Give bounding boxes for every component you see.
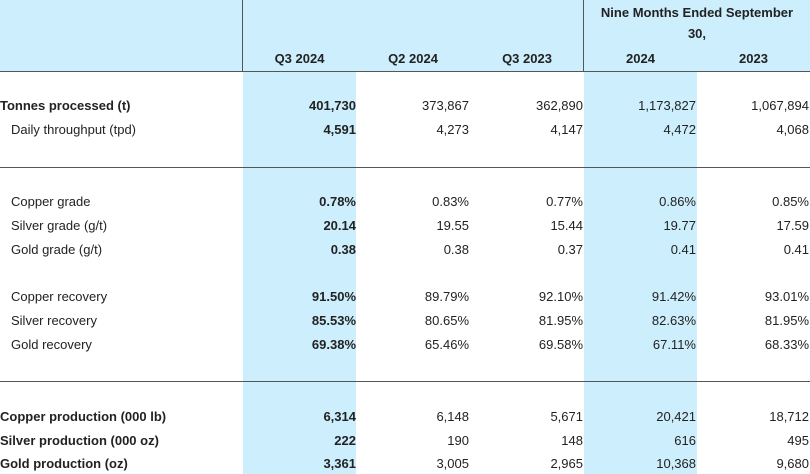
table-cell: 9,680 bbox=[776, 456, 809, 471]
header-bottom-rule bbox=[0, 71, 810, 72]
table-cell: 20.14 bbox=[323, 218, 356, 233]
table-cell: 1,067,894 bbox=[751, 98, 809, 113]
row-label: Daily throughput (tpd) bbox=[11, 122, 137, 137]
table-cell: 0.78% bbox=[319, 194, 356, 209]
group-header: Nine Months Ended September bbox=[600, 5, 794, 20]
table-cell: 4,273 bbox=[436, 122, 469, 137]
table-cell: 17.59 bbox=[776, 218, 809, 233]
table-cell: 362,890 bbox=[536, 98, 583, 113]
table-cell: 0.41 bbox=[783, 242, 809, 257]
row-label: Gold production (oz) bbox=[0, 456, 128, 471]
table-cell: 69.38% bbox=[311, 337, 356, 352]
table-cell: 0.37 bbox=[557, 242, 583, 257]
header-highlight bbox=[0, 0, 810, 72]
table-cell: 15.44 bbox=[550, 218, 583, 233]
table-cell: 10,368 bbox=[656, 456, 696, 471]
table-cell: 80.65% bbox=[424, 313, 469, 328]
header-divider-right bbox=[583, 0, 584, 72]
table-cell: 2,965 bbox=[550, 456, 583, 471]
row-label: Silver production (000 oz) bbox=[0, 433, 159, 448]
table-cell: 616 bbox=[674, 433, 696, 448]
table-cell: 67.11% bbox=[652, 337, 696, 352]
table-cell: 18,712 bbox=[769, 409, 809, 424]
table-cell: 81.95% bbox=[538, 313, 583, 328]
table-cell: 0.85% bbox=[772, 194, 809, 209]
table-cell: 3,005 bbox=[436, 456, 469, 471]
header-divider-left bbox=[242, 0, 243, 72]
table-cell: 69.58% bbox=[538, 337, 583, 352]
row-label: Copper production (000 lb) bbox=[0, 409, 167, 424]
table-cell: 0.77% bbox=[546, 194, 583, 209]
nine-months-2024-column-highlight bbox=[584, 72, 697, 474]
column-header-q2-2024: Q2 2024 bbox=[388, 51, 438, 66]
table-cell: 222 bbox=[334, 433, 356, 448]
table-cell: 6,148 bbox=[436, 409, 469, 424]
table-cell: 0.38 bbox=[443, 242, 469, 257]
table-cell: 401,730 bbox=[309, 98, 356, 113]
table-cell: 495 bbox=[787, 433, 809, 448]
column-header-q3-2023: Q3 2023 bbox=[502, 51, 552, 66]
row-label: Gold grade (g/t) bbox=[11, 242, 103, 257]
column-header-2024: 2024 bbox=[626, 51, 655, 66]
section-rule-2 bbox=[0, 381, 810, 382]
table-cell: 19.55 bbox=[436, 218, 469, 233]
table-cell: 6,314 bbox=[323, 409, 356, 424]
table-cell: 92.10% bbox=[538, 289, 583, 304]
row-label: Tonnes processed (t) bbox=[0, 98, 131, 113]
table-cell: 0.83% bbox=[432, 194, 469, 209]
table-cell: 0.41 bbox=[670, 242, 696, 257]
table-cell: 1,173,827 bbox=[638, 98, 696, 113]
row-label: Silver grade (g/t) bbox=[11, 218, 108, 233]
table-cell: 68.33% bbox=[764, 337, 809, 352]
table-cell: 85.53% bbox=[311, 313, 356, 328]
table-cell: 0.38 bbox=[330, 242, 356, 257]
row-label: Copper grade bbox=[11, 194, 91, 209]
group-header-continued: 30, bbox=[687, 26, 707, 41]
table-cell: 81.95% bbox=[764, 313, 809, 328]
table-cell: 4,147 bbox=[550, 122, 583, 137]
row-label: Gold recovery bbox=[11, 337, 92, 352]
table-cell: 5,671 bbox=[550, 409, 583, 424]
table-cell: 82.63% bbox=[651, 313, 696, 328]
column-header-2023: 2023 bbox=[739, 51, 768, 66]
table-cell: 19.77 bbox=[663, 218, 696, 233]
table-cell: 91.42% bbox=[651, 289, 696, 304]
column-header-q3-2024: Q3 2024 bbox=[274, 51, 325, 66]
table-cell: 65.46% bbox=[424, 337, 469, 352]
table-cell: 91.50% bbox=[311, 289, 356, 304]
table-cell: 93.01% bbox=[764, 289, 809, 304]
row-label: Silver recovery bbox=[11, 313, 97, 328]
table-cell: 373,867 bbox=[422, 98, 469, 113]
table-cell: 4,591 bbox=[323, 122, 356, 137]
q3-2024-column-highlight bbox=[243, 72, 356, 474]
table-cell: 3,361 bbox=[323, 456, 356, 471]
table-cell: 190 bbox=[447, 433, 469, 448]
table-cell: 20,421 bbox=[656, 409, 696, 424]
table-cell: 0.86% bbox=[659, 194, 696, 209]
row-label: Copper recovery bbox=[11, 289, 108, 304]
table-cell: 89.79% bbox=[424, 289, 469, 304]
table-cell: 148 bbox=[561, 433, 583, 448]
section-rule-1 bbox=[0, 167, 810, 168]
table-cell: 4,068 bbox=[776, 122, 809, 137]
table-cell: 4,472 bbox=[663, 122, 696, 137]
